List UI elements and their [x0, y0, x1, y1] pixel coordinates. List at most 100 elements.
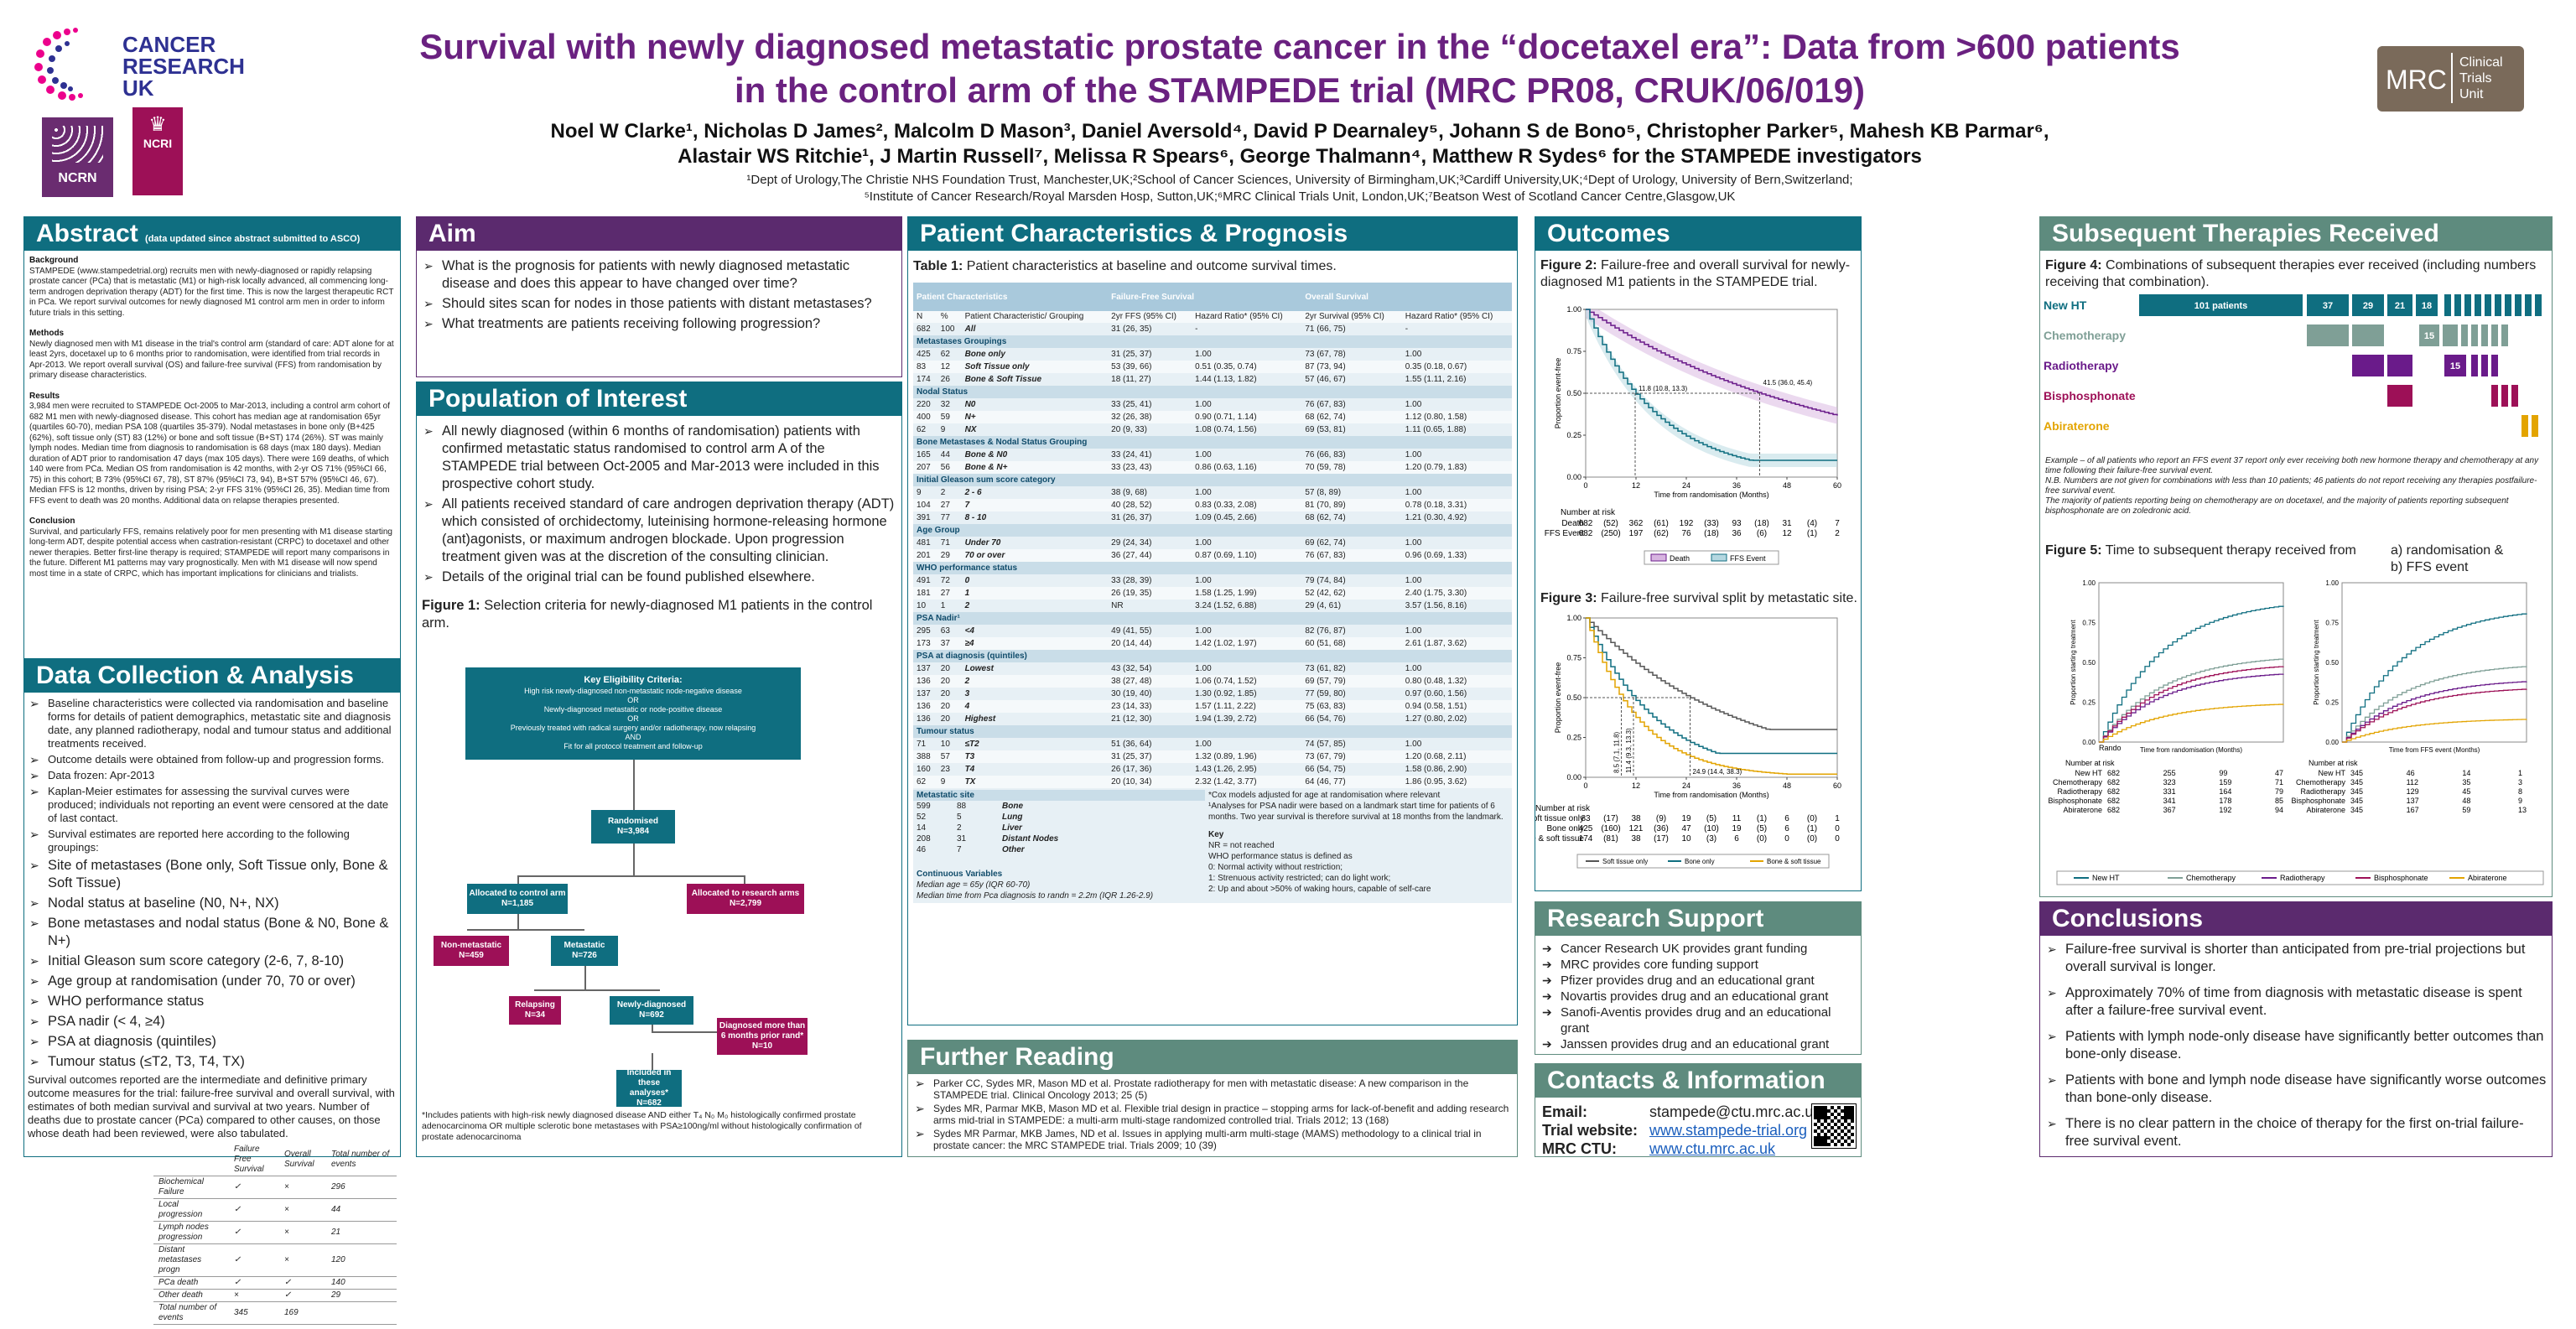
newly-label: Newly-diagnosed — [616, 1000, 687, 1010]
therapy-row-label: New HT — [2044, 299, 2087, 312]
table1-cell: 56 — [937, 461, 962, 474]
abstract-conclusion: Survival, and particularly FFS, remains … — [29, 527, 392, 579]
randomised-count: N=3,984 — [616, 827, 650, 836]
table1-cell: 71 — [913, 738, 937, 750]
relapsing-label: Relapsing — [515, 1000, 555, 1010]
table1-group-row: PSA Nadir¹ — [913, 612, 1512, 625]
figure4-label: Figure 4: — [2045, 258, 2102, 273]
website-link[interactable]: www.stampede-trial.org — [1649, 1122, 1808, 1139]
risk-cell: (81) — [1603, 834, 1618, 844]
y-tick-label: 0.00 — [2325, 739, 2339, 746]
conclusions-list: Failure-free survival is shorter than an… — [2040, 936, 2552, 1164]
table1-cell: 8 - 10 — [961, 511, 1109, 524]
table1-cell: 38 (27, 48) — [1108, 675, 1192, 688]
dca-sublist: Site of metastases (Bone only, Soft Tiss… — [28, 857, 397, 1071]
risk-cell: 1 — [1835, 814, 1840, 823]
table1-cell: 27 — [937, 499, 962, 511]
y-tick-label: 0.25 — [2325, 699, 2339, 707]
ms-cell: 88 — [957, 802, 967, 811]
table1-cell: 29 (24, 34) — [1108, 537, 1192, 549]
table1-cell: 0.96 (0.69, 1.33) — [1401, 549, 1512, 562]
table1-cell: 37 — [937, 637, 962, 650]
ctu-line1: Clinical — [2459, 55, 2503, 70]
table1-cell: 1.42 (1.02, 1.97) — [1192, 637, 1302, 650]
events-head: Total number of events — [326, 1144, 397, 1176]
table-row: 165 44 Bone & N0 33 (24, 41) 1.00 76 (66, 83)… — [913, 449, 1512, 461]
risk-cell: 112 — [2407, 778, 2418, 786]
table1-cell: 76 (66, 83) — [1301, 449, 1402, 461]
mrc-link[interactable]: www.ctu.mrc.ac.uk — [1649, 1140, 1776, 1157]
risk-cell: (3) — [1706, 834, 1716, 844]
risk-cell: 9 — [2518, 797, 2522, 805]
ms-row: 599 88 Bone — [917, 801, 1202, 812]
table1-cell: 1.00 — [1401, 449, 1512, 461]
dca-header: Data Collection & Analysis — [24, 659, 400, 693]
legend-label: Radiotherapy — [2280, 874, 2325, 882]
eligibility-line: Previously treated with radical surgery … — [510, 724, 756, 732]
ms-note: *Cox models adjusted for age at randomis… — [1208, 791, 1441, 800]
table1-group-head: Overall Survival — [1301, 283, 1512, 311]
email-link[interactable]: stampede@ctu.mrc.ac.uk — [1649, 1103, 1821, 1120]
risk-cell: 682 — [2107, 778, 2120, 786]
table1-cell: 3.24 (1.52, 6.88) — [1192, 600, 1302, 612]
risk-cell: (0) — [1807, 834, 1817, 844]
segment-label: 21 — [2395, 301, 2405, 311]
table1-group-row: Age Group — [913, 524, 1512, 537]
table1-cell: 400 — [913, 411, 937, 423]
abstract-section: Abstract (data updated since abstract su… — [23, 216, 401, 690]
included-label: Included in these analyses* — [626, 1068, 672, 1098]
table1-cell: Lowest — [961, 662, 1109, 675]
table1-group-row: WHO performance status — [913, 562, 1512, 574]
ms-cell: 31 — [957, 834, 967, 844]
median-label: 24.9 (14.4, 38.3) — [1693, 768, 1742, 776]
table1-cell: 57 (46, 67) — [1301, 373, 1402, 386]
legend-label: Soft tissue only — [1602, 858, 1648, 865]
risk-cell: 159 — [2219, 778, 2231, 786]
relapsing-box: Relapsing N=34 — [509, 996, 561, 1025]
dca-item: Kaplan-Meier estimates for assessing the… — [28, 785, 397, 825]
risk-heading: Number at risk — [2309, 759, 2358, 767]
table1-cell: 1 — [937, 600, 962, 612]
events-table: Failure Free Survival Overall Survival Tot… — [153, 1144, 397, 1325]
risk-heading: Number at risk — [1535, 804, 1591, 813]
figure1-footnote: *Includes patients with high-risk newly … — [422, 1110, 862, 1142]
qr-code-icon[interactable] — [1811, 1103, 1857, 1149]
table1-cell: 77 (59, 80) — [1301, 688, 1402, 700]
figure1-label: Figure 1: — [422, 598, 480, 613]
risk-cell: 79 — [2275, 787, 2283, 796]
table1-cell: 1.00 — [1192, 738, 1302, 750]
table1-cell: N0 — [961, 398, 1109, 411]
table1-cell: 207 — [913, 461, 937, 474]
table1-cell: 1.00 — [1192, 625, 1302, 637]
table1-cell: - — [1401, 323, 1512, 335]
risk-cell: 94 — [2275, 806, 2283, 814]
risk-cell: 425 — [1579, 824, 1593, 833]
risk-cell: 174 — [1579, 834, 1593, 844]
segment-label: 15 — [2450, 361, 2460, 371]
table1-cell: 66 (54, 76) — [1301, 713, 1402, 725]
table1-cell: Bone & N+ — [961, 461, 1109, 474]
table1-group-row: Metastases Groupings — [913, 335, 1512, 348]
combination-segment — [2521, 415, 2528, 437]
table1-col-head-cell: Hazard Ratio* (95% CI) — [1192, 311, 1302, 323]
risk-cell: 682 — [2107, 787, 2120, 796]
figure1-flowchart: Key Eligibility Criteria: High risk newl… — [417, 667, 903, 1062]
therapy-curve — [2342, 613, 2527, 743]
legend-label: FFS Event — [1730, 554, 1766, 563]
y-axis-label: Proportion event-free — [1554, 662, 1562, 734]
risk-row-label: FFS Event — [1545, 529, 1584, 538]
risk-row-label: Abiraterone — [2306, 806, 2345, 814]
table1-cell: 1.30 (0.92, 1.85) — [1192, 688, 1302, 700]
ncrn-text: NCRN — [58, 171, 97, 185]
ffs-ci-band — [1586, 309, 1837, 467]
table1-cell: 20 (14, 44) — [1108, 637, 1192, 650]
table-note: WHO performance status is defined as — [1208, 852, 1353, 861]
dca-subitem: Age group at randomisation (under 70, 70… — [28, 973, 397, 990]
table1-cell: 70 (59, 78) — [1301, 461, 1402, 474]
combination-segment — [2352, 324, 2384, 346]
ms-cell: 7 — [957, 845, 962, 854]
legend-box — [2056, 870, 2544, 885]
ms-row: 52 5 Lung — [917, 812, 1202, 823]
combination-segment — [2471, 324, 2478, 346]
table1-cell: 1.58 (0.86, 2.90) — [1401, 763, 1512, 776]
